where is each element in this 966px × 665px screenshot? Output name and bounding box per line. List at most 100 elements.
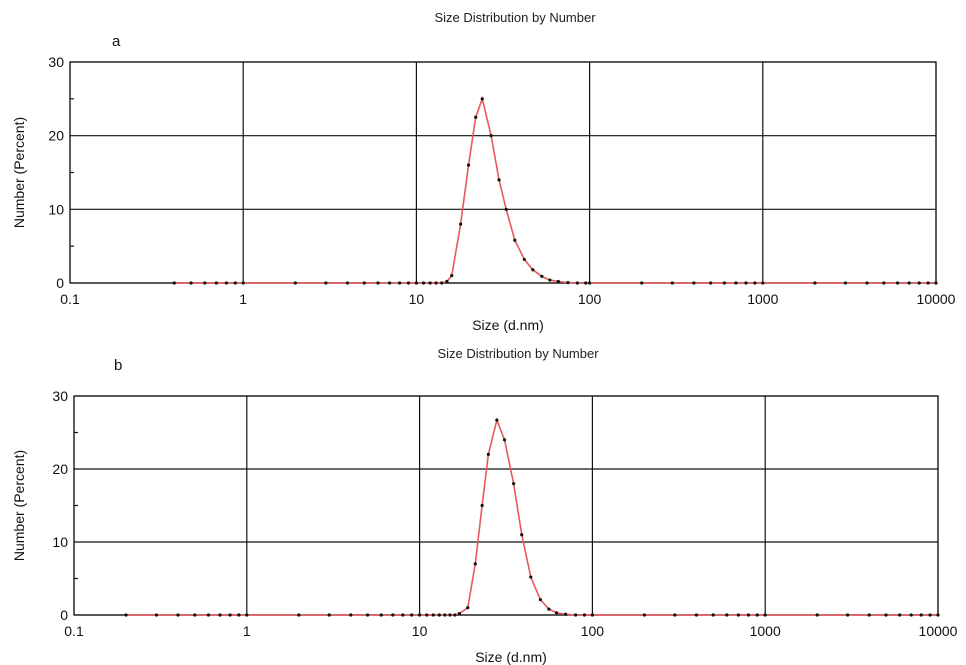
data-point <box>474 115 478 119</box>
data-point <box>324 281 328 285</box>
data-point <box>410 613 414 617</box>
y-tick-label: 0 <box>56 275 64 291</box>
data-point <box>529 575 533 579</box>
data-point <box>722 281 726 285</box>
data-point <box>520 533 524 537</box>
data-point <box>709 281 713 285</box>
x-axis-label: Size (d.nm) <box>475 649 547 665</box>
x-tick-label: 1000 <box>750 623 781 639</box>
data-point <box>694 613 699 617</box>
data-point <box>673 613 677 617</box>
x-axis-label: Size (d.nm) <box>472 317 544 333</box>
data-point <box>293 281 297 285</box>
data-point <box>379 613 383 617</box>
data-point <box>233 281 237 285</box>
data-point <box>193 613 197 617</box>
y-axis-label: Number (Percent) <box>11 450 27 561</box>
data-point <box>480 97 484 101</box>
data-point <box>473 562 477 566</box>
data-point <box>564 612 568 616</box>
data-point <box>640 281 644 285</box>
data-point <box>387 281 392 285</box>
x-tick-label: 10 <box>412 623 428 639</box>
data-point <box>237 613 241 617</box>
y-tick-label: 20 <box>48 128 64 144</box>
data-point <box>813 281 817 285</box>
data-point <box>425 613 429 617</box>
data-point <box>466 163 471 167</box>
data-point <box>548 278 552 282</box>
x-tick-label: 1000 <box>747 291 778 307</box>
data-point <box>457 611 462 616</box>
data-point <box>919 613 923 617</box>
data-point <box>725 613 729 617</box>
data-point <box>421 281 426 285</box>
data-point <box>670 281 674 285</box>
data-point <box>907 281 911 285</box>
data-point <box>504 207 508 211</box>
data-point <box>882 281 886 285</box>
data-point <box>538 598 542 602</box>
data-point <box>241 281 245 285</box>
data-point <box>376 281 380 285</box>
data-point <box>214 281 218 285</box>
data-point <box>512 482 516 486</box>
x-tick-label: 1 <box>239 291 247 307</box>
data-point <box>692 281 696 285</box>
data-point <box>450 274 454 278</box>
data-point <box>124 613 128 617</box>
data-point <box>365 613 370 617</box>
y-tick-label: 30 <box>48 54 64 70</box>
data-point <box>489 134 493 138</box>
data-point <box>746 613 751 617</box>
data-point <box>398 281 402 285</box>
data-point <box>203 281 207 285</box>
data-point <box>846 613 850 617</box>
data-point <box>936 613 940 617</box>
chart-title: Size Distribution by Number <box>437 346 599 361</box>
data-point <box>154 613 159 617</box>
data-point <box>574 613 578 617</box>
data-point <box>224 281 229 285</box>
data-point <box>531 268 535 272</box>
data-point <box>898 613 902 617</box>
data-point <box>588 281 592 285</box>
data-point <box>554 611 559 615</box>
data-point <box>434 281 438 285</box>
series-line <box>126 417 938 616</box>
x-tick-label: 0.1 <box>64 623 84 639</box>
data-point <box>218 613 222 617</box>
y-tick-label: 0 <box>60 607 68 623</box>
data-point <box>440 281 444 285</box>
data-point <box>513 238 517 242</box>
y-tick-label: 10 <box>48 201 64 217</box>
data-point <box>895 281 900 285</box>
data-point <box>867 613 871 617</box>
data-point <box>428 281 432 285</box>
x-tick-label: 10 <box>409 291 425 307</box>
x-tick-label: 1 <box>243 623 251 639</box>
y-tick-label: 20 <box>52 461 68 477</box>
data-point <box>443 613 447 617</box>
data-point <box>497 178 501 182</box>
data-point <box>642 613 647 617</box>
data-point <box>437 613 441 617</box>
data-point <box>401 613 405 617</box>
data-point <box>540 274 544 278</box>
plot-frame <box>73 395 939 616</box>
data-point <box>466 606 470 610</box>
data-point <box>391 613 395 617</box>
data-point <box>815 613 819 617</box>
data-point <box>522 257 526 262</box>
data-point <box>176 613 180 617</box>
data-point <box>445 279 449 284</box>
data-point <box>547 607 551 611</box>
data-point <box>206 613 211 617</box>
data-point <box>431 613 435 617</box>
data-point <box>584 281 588 285</box>
data-point <box>909 613 913 617</box>
data-point <box>761 281 765 285</box>
chart-title: Size Distribution by Number <box>434 10 596 25</box>
